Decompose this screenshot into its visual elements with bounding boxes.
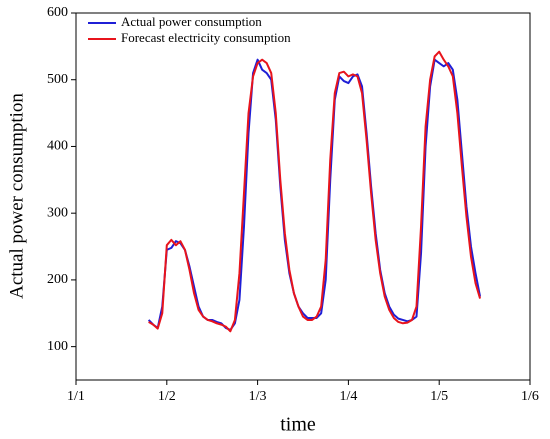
x-tick-label: 1/1 — [67, 389, 85, 404]
x-tick-label: 1/5 — [430, 389, 448, 404]
x-tick-label: 1/2 — [158, 389, 176, 404]
legend-label: Actual power consumption — [121, 14, 262, 29]
plot-frame — [75, 12, 531, 381]
x-tick-label: 1/3 — [249, 389, 267, 404]
y-tick-label: 600 — [47, 5, 68, 20]
legend-label: Forecast electricity consumption — [121, 30, 291, 45]
x-axis-label: time — [280, 414, 316, 436]
series-line — [147, 58, 482, 331]
y-tick-label: 200 — [47, 272, 68, 287]
y-axis-label: Actual power consumption — [6, 93, 27, 299]
y-tick-label: 500 — [47, 72, 68, 87]
series-line — [148, 50, 482, 333]
y-tick-label: 400 — [47, 139, 68, 154]
y-tick-label: 100 — [47, 339, 68, 354]
y-tick-label: 300 — [47, 205, 68, 220]
x-tick-label: 1/6 — [521, 389, 539, 404]
x-tick-label: 1/4 — [339, 389, 357, 404]
